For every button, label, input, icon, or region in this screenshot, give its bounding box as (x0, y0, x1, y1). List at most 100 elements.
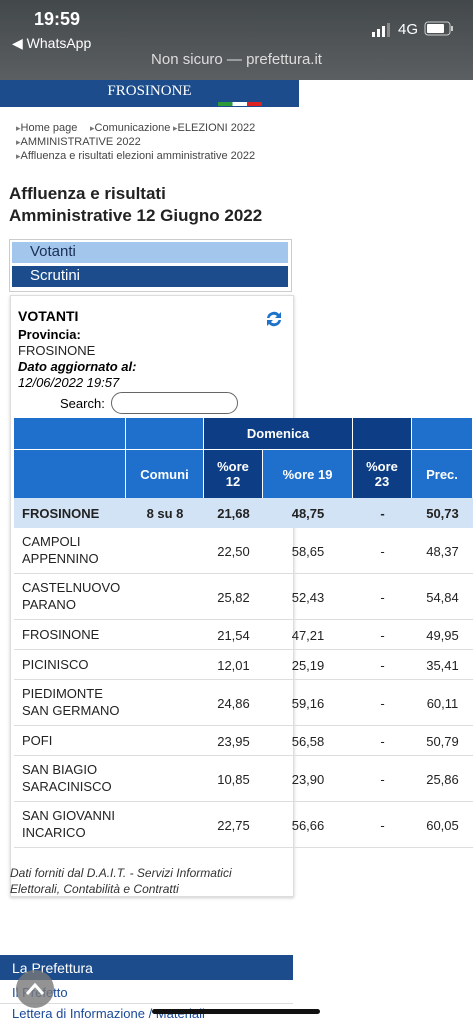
cell: - (380, 589, 385, 605)
cell-name: FROSINONE (22, 627, 100, 642)
menu-box (9, 239, 292, 292)
network: 4G (398, 21, 419, 38)
menu-label[interactable]: Scrutini (30, 267, 81, 284)
header-cell (14, 450, 126, 498)
breadcrumb[interactable]: Home page (16, 122, 78, 134)
cell: 50,73 (426, 505, 459, 521)
search-input[interactable] (111, 392, 238, 414)
cell: 25,82 (217, 589, 250, 605)
header-cell (14, 418, 126, 450)
cell: 56,58 (291, 733, 325, 749)
cell-name: INCARICO (22, 825, 86, 840)
row-separator (14, 725, 473, 726)
panel-heading: VOTANTI (18, 308, 79, 324)
breadcrumb[interactable]: AMMINISTRATIVE 2022 (16, 136, 141, 148)
cell-name: FROSINONE (22, 505, 100, 521)
cell: - (380, 733, 385, 749)
cell-name: SAN GERMANO (22, 703, 120, 718)
cell: 25,86 (426, 771, 459, 787)
cell: 23,90 (291, 771, 325, 787)
column-header-text: %ore 23 (366, 459, 398, 489)
battery-icon (424, 21, 453, 36)
cell: 49,95 (426, 627, 459, 643)
cell-name: SARACINISCO (22, 779, 112, 794)
row-bg (14, 498, 473, 528)
home-indicator (152, 1009, 320, 1014)
cell: 58,65 (291, 543, 325, 559)
up-arrow-icon[interactable] (25, 982, 45, 996)
breadcrumb[interactable]: ELEZIONI 2022 (173, 122, 256, 134)
column-header-text: Prec. (426, 466, 458, 482)
row-separator (14, 755, 473, 756)
cell: 48,75 (291, 505, 325, 521)
cell: - (380, 817, 385, 833)
cell-name: CAMPOLI (22, 534, 81, 549)
cell: 22,75 (217, 817, 250, 833)
row-separator (14, 847, 473, 848)
footer-separator (0, 1003, 293, 1004)
cell: 12,01 (217, 657, 250, 673)
cell: 52,43 (291, 589, 325, 605)
cell: 54,84 (426, 589, 459, 605)
cell: 8 su 8 (146, 505, 184, 521)
header-group: Domenica (204, 418, 353, 450)
footnote: Elettorali, Contabilità e Contratti (10, 882, 179, 896)
row-separator (14, 801, 473, 802)
cell-name: POFI (22, 733, 53, 748)
flag-stripe (218, 102, 262, 106)
cell: 24,86 (217, 695, 250, 711)
province-label: Provincia: (18, 327, 81, 342)
row-separator (14, 649, 473, 650)
column-header-text: Comuni (140, 466, 189, 482)
panel (10, 295, 294, 897)
menu-label[interactable]: Votanti (30, 243, 76, 260)
breadcrumb[interactable]: Affluenza e risultati elezioni amministr… (16, 150, 256, 162)
back-app[interactable]: ◀ WhatsApp (12, 35, 92, 51)
status-bar (0, 0, 473, 80)
page-title: Affluenza e risultati (9, 184, 166, 203)
updated-label: Dato aggiornato al: (18, 359, 137, 374)
header-cell (412, 418, 473, 450)
page-title: Amministrative 12 Giugno 2022 (9, 206, 263, 225)
cell-name: PARANO (22, 597, 76, 612)
cell: 35,41 (426, 657, 459, 673)
cell: 47,21 (291, 627, 325, 643)
cell-name: CASTELNUOVO (22, 580, 121, 595)
cell: - (380, 771, 385, 787)
row-separator (14, 619, 473, 620)
cell: 59,16 (291, 695, 325, 711)
cell: - (380, 505, 385, 521)
cell: 23,95 (217, 733, 250, 749)
cell: 60,05 (426, 817, 459, 833)
cell: - (380, 543, 385, 559)
column-header: Prec. (412, 450, 473, 498)
clock: 19:59 (34, 9, 81, 29)
cell: 25,19 (291, 657, 325, 673)
cell: 10,85 (217, 771, 250, 787)
cell-name: PIEDIMONTE (22, 686, 103, 701)
refresh-button[interactable] (263, 308, 285, 330)
row-separator (14, 573, 473, 574)
cell: 21,68 (217, 505, 250, 521)
header-cell (126, 418, 204, 450)
column-header: %ore 23 (353, 450, 412, 498)
cell: 56,66 (291, 817, 325, 833)
column-header: Comuni (126, 450, 204, 498)
search-label: Search: (60, 396, 105, 411)
menu-item[interactable] (12, 242, 288, 263)
signal-icon (372, 23, 390, 37)
menu-item[interactable] (12, 266, 288, 287)
scroll-top-button[interactable] (16, 970, 54, 1008)
cell: - (380, 627, 385, 643)
breadcrumb[interactable]: Comunicazione (90, 122, 171, 134)
cell: 22,50 (217, 543, 250, 559)
province: FROSINONE (18, 343, 96, 358)
cell: - (380, 695, 385, 711)
cell-name: PICINISCO (22, 657, 89, 672)
header-cell (353, 418, 412, 450)
cell-name: SAN GIOVANNI (22, 808, 115, 823)
url[interactable]: Non sicuro — prefettura.it (151, 51, 322, 68)
column-header-text: %ore 19 (282, 466, 333, 482)
cell: 21,54 (217, 627, 250, 643)
